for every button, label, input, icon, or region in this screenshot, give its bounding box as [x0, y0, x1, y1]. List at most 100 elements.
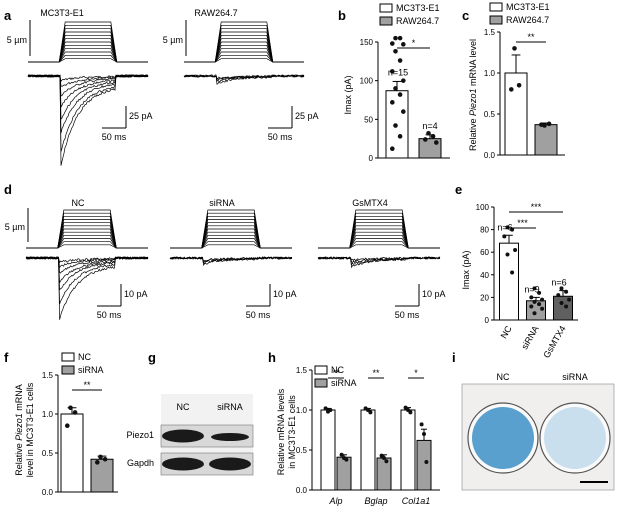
- stimulus-scale-label: 5 µm: [163, 35, 183, 45]
- data-point: [368, 410, 373, 415]
- y-tick-label: 1.5: [296, 366, 308, 375]
- stimulus-step: [318, 244, 440, 249]
- stimulus-step: [318, 209, 440, 249]
- stimulus-step: [28, 58, 148, 63]
- legend-swatch: [61, 365, 75, 375]
- data-point: [529, 304, 534, 309]
- y-axis-label: Relative Piezo1 mRNA: [14, 384, 24, 476]
- panel-label-g: g: [148, 350, 156, 365]
- legend-swatch: [379, 16, 393, 26]
- data-point: [393, 35, 398, 41]
- panel-f: f NC siRNA Relative Piezo1 mRNA level in MC3…: [4, 350, 118, 497]
- significance-label: **: [83, 380, 91, 390]
- data-point: [502, 234, 507, 239]
- current-trace: [27, 74, 149, 166]
- x-category-label: siRNA: [519, 324, 540, 351]
- y-tick-label: 20: [480, 293, 489, 302]
- y-axis-label-line2: in MC3T3-E1 cells: [287, 395, 297, 469]
- panel-e: e Imax (pA) 0 20 40 60 80 100 n=6 NC n=9 siRNA n=6 Gs…: [455, 182, 578, 360]
- trace-title: MC3T3-E1: [40, 8, 84, 18]
- panel-label-a: a: [4, 8, 12, 23]
- stimulus-step: [26, 231, 148, 249]
- data-point: [559, 301, 564, 306]
- y-tick-label: 0.5: [42, 449, 54, 458]
- scale-bar-amplitude: 10 pA: [124, 289, 148, 299]
- data-point: [532, 286, 537, 291]
- scale-bar-time: 50 ms: [97, 310, 122, 320]
- data-point: [65, 423, 70, 429]
- data-point: [510, 227, 515, 232]
- stimulus-step: [170, 244, 292, 249]
- data-point: [532, 299, 537, 304]
- stimulus-step: [170, 212, 292, 249]
- y-tick-label: 40: [480, 271, 489, 280]
- data-point: [390, 146, 395, 152]
- blot-band: [162, 429, 204, 443]
- y-label-part: Relative: [468, 116, 478, 151]
- bar: [320, 409, 336, 491]
- data-point: [419, 422, 424, 427]
- blot-band: [211, 433, 249, 441]
- legend-swatch: [489, 2, 503, 12]
- data-point: [423, 137, 428, 142]
- data-point: [564, 289, 569, 294]
- bar: [336, 456, 352, 491]
- well-rim: [539, 402, 611, 474]
- data-point: [397, 35, 403, 41]
- data-point: [426, 130, 431, 136]
- y-label-part: mRNA level: [468, 39, 478, 89]
- x-category-label: NC: [499, 324, 514, 341]
- blot-row-label: Gapdh: [127, 458, 154, 468]
- y-tick-label: 0.5: [484, 110, 496, 119]
- data-point: [401, 78, 406, 83]
- legend-label: siRNA: [331, 378, 357, 388]
- data-point: [559, 286, 564, 291]
- panel-label-b: b: [338, 8, 346, 23]
- blot-row-label: Piezo1: [126, 430, 154, 440]
- data-point: [344, 457, 349, 462]
- data-point: [98, 454, 103, 460]
- significance-label: **: [372, 368, 380, 378]
- data-point: [401, 42, 406, 47]
- y-tick-label: 1.0: [484, 69, 496, 78]
- n-label: n=6: [551, 278, 566, 288]
- stained-well: [472, 407, 534, 469]
- lane-label: NC: [177, 402, 190, 412]
- data-point: [397, 134, 403, 139]
- data-point: [510, 270, 515, 275]
- stimulus-step: [26, 219, 148, 249]
- data-point: [546, 121, 552, 127]
- lane-label: siRNA: [217, 402, 243, 412]
- panel-d: d NC 5 µm siRNA GsMTX4 10 pA 50 ms 10 pA 50 ms 10…: [4, 182, 446, 320]
- data-point: [323, 406, 328, 411]
- panel-label-e: e: [455, 182, 462, 197]
- data-point: [422, 432, 426, 436]
- scale-bar-amplitude: 25 pA: [129, 111, 153, 121]
- stimulus-step: [28, 24, 148, 63]
- legend-swatch: [61, 352, 75, 362]
- data-point: [328, 408, 333, 412]
- current-trace: [28, 74, 149, 109]
- current-trace: [317, 256, 441, 269]
- scale-bar-time: 50 ms: [246, 310, 271, 320]
- n-label: n=4: [422, 121, 437, 131]
- y-tick-label: 0.0: [296, 486, 308, 495]
- data-point: [384, 459, 389, 464]
- y-label-part: mRNA: [14, 384, 24, 413]
- legend-swatch: [314, 378, 328, 388]
- stimulus-step: [184, 24, 304, 63]
- stimulus-step: [184, 44, 304, 63]
- data-point: [424, 460, 429, 464]
- current-trace: [183, 74, 305, 85]
- data-point: [390, 100, 395, 105]
- y-tick-label: 0: [485, 316, 490, 325]
- panel-label-h: h: [268, 350, 276, 365]
- data-point: [567, 297, 572, 302]
- stimulus-step: [184, 51, 304, 63]
- x-category-label: Col1a1: [402, 496, 431, 506]
- panel-label-f: f: [4, 350, 9, 365]
- significance-label: **: [527, 32, 535, 42]
- stimulus-step: [170, 238, 292, 249]
- stimulus-step: [184, 21, 304, 63]
- stimulus-step: [318, 212, 440, 249]
